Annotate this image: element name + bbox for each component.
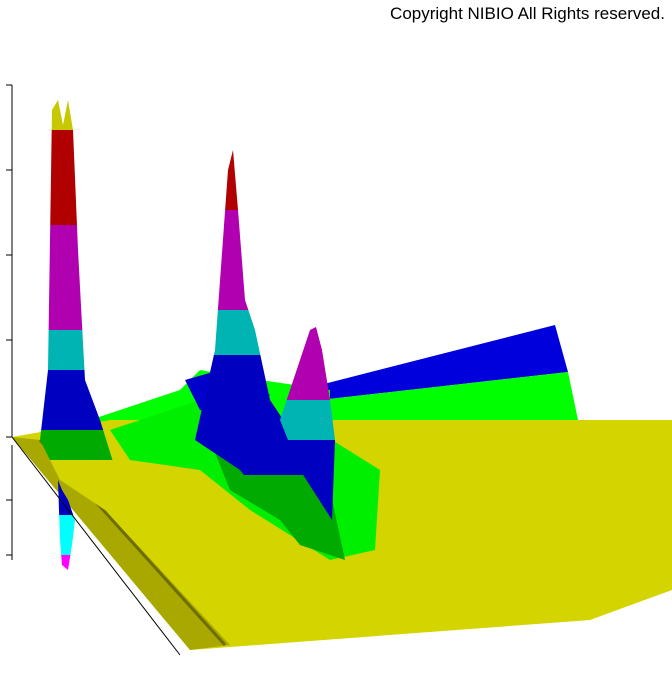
band xyxy=(58,555,75,570)
band xyxy=(40,130,125,225)
x-axis xyxy=(11,436,181,656)
band xyxy=(58,515,75,555)
base-shade xyxy=(12,437,230,650)
back-blue xyxy=(320,325,568,400)
axis-ticks xyxy=(6,84,12,556)
band xyxy=(40,330,125,370)
band xyxy=(195,310,345,355)
band xyxy=(40,225,125,330)
band xyxy=(280,400,335,440)
band xyxy=(40,100,125,130)
band xyxy=(195,150,345,210)
copyright: Copyright NIBIO All Rights reserved. xyxy=(390,4,665,23)
band xyxy=(195,210,345,310)
